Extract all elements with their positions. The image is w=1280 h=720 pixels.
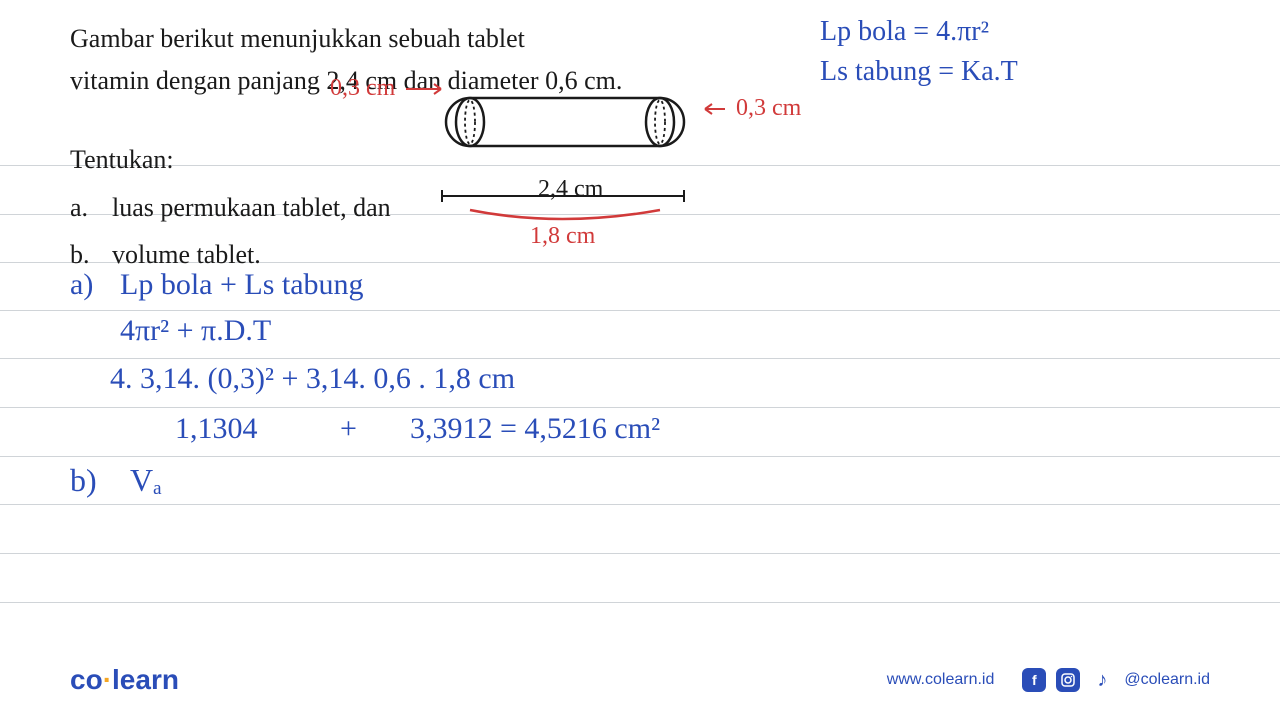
instagram-icon <box>1056 668 1080 692</box>
logo-learn: learn <box>112 664 179 695</box>
tablet-diagram: 2,4 cm 1,8 cm <box>430 88 710 253</box>
red-right-label: 0,3 cm <box>700 95 801 122</box>
formula-lp-bola: Lp bola = 4.πr² <box>820 16 989 48</box>
ruled-line <box>0 407 1280 408</box>
work-a-label: a) <box>70 268 93 302</box>
ruled-line <box>0 553 1280 554</box>
footer: co·learn www.colearn.id f ♪ @colearn.id <box>70 664 1210 696</box>
work-b-text: Vₐ <box>130 462 162 499</box>
ruled-line <box>0 456 1280 457</box>
tiktok-icon: ♪ <box>1090 668 1114 692</box>
work-a-line4-right: 3,3912 = 4,5216 cm² <box>410 412 660 446</box>
footer-url: www.colearn.id <box>887 671 995 689</box>
footer-handle: @colearn.id <box>1124 671 1210 689</box>
red-bottom-label: 1,8 cm <box>530 223 595 250</box>
footer-right: www.colearn.id f ♪ @colearn.id <box>887 668 1210 692</box>
logo-co: co <box>70 664 103 695</box>
item-a-text: luas permukaan tablet, dan <box>112 187 391 229</box>
red-left-label: 0,3 cm <box>330 75 451 102</box>
ruled-line <box>0 310 1280 311</box>
formula-ls-tabung: Ls tabung = Ka.T <box>820 56 1018 88</box>
logo-dot: · <box>103 664 112 695</box>
work-b-label: b) <box>70 462 97 499</box>
red-left-text: 0,3 cm <box>330 75 395 101</box>
item-a-marker: a. <box>70 187 112 229</box>
problem-line-1: Gambar berikut menunjukkan sebuah tablet <box>70 18 1210 60</box>
ruled-line <box>0 358 1280 359</box>
ruled-line <box>0 602 1280 603</box>
work-a-line4-plus: + <box>340 412 357 446</box>
length-label: 2,4 cm <box>538 170 603 208</box>
work-a-line1: Lp bola + Ls tabung <box>120 268 364 302</box>
work-a-line4-left: 1,1304 <box>175 412 258 446</box>
logo: co·learn <box>70 664 179 696</box>
ruled-line <box>0 504 1280 505</box>
work-a-line2: 4πr² + π.D.T <box>120 314 271 348</box>
facebook-icon: f <box>1022 668 1046 692</box>
red-right-text: 0,3 cm <box>736 95 801 121</box>
work-a-line3: 4. 3,14. (0,3)² + 3,14. 0,6 . 1,8 cm <box>110 362 515 396</box>
